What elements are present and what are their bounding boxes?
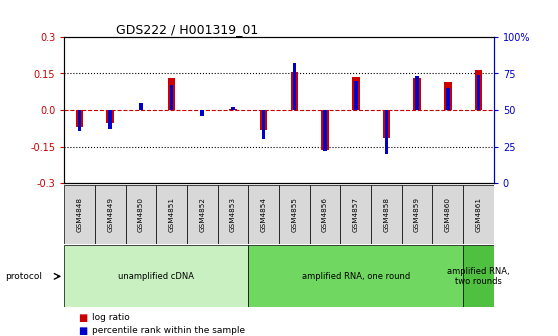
Text: GSM4849: GSM4849 [107, 197, 113, 232]
Bar [310, 185, 340, 244]
Bar [187, 185, 218, 244]
Text: GSM4850: GSM4850 [138, 197, 144, 232]
Bar [262, 110, 266, 139]
Bar [170, 85, 174, 110]
Text: amplified RNA, one round: amplified RNA, one round [302, 272, 410, 281]
Text: GSM4851: GSM4851 [169, 197, 175, 232]
Text: GSM4857: GSM4857 [353, 197, 359, 232]
Text: GSM4859: GSM4859 [414, 197, 420, 232]
Bar [108, 110, 112, 129]
Text: GSM4858: GSM4858 [383, 197, 389, 232]
Bar [279, 185, 310, 244]
Bar [475, 70, 482, 110]
Bar [200, 110, 204, 116]
Text: GSM4855: GSM4855 [291, 197, 297, 232]
Bar [291, 72, 298, 110]
Text: GDS222 / H001319_01: GDS222 / H001319_01 [116, 23, 258, 36]
Text: percentile rank within the sample: percentile rank within the sample [92, 327, 245, 335]
Bar [260, 110, 267, 129]
Text: GSM4860: GSM4860 [445, 197, 451, 232]
Bar [413, 78, 421, 110]
Bar [402, 185, 432, 244]
Text: amplified RNA,
two rounds: amplified RNA, two rounds [447, 267, 510, 286]
Text: ■: ■ [78, 326, 88, 336]
Text: GSM4861: GSM4861 [475, 197, 482, 232]
Bar [292, 63, 296, 110]
Bar [139, 103, 143, 110]
Bar [383, 110, 390, 138]
Bar [95, 185, 126, 244]
Text: GSM4854: GSM4854 [261, 197, 267, 232]
Text: unamplified cDNA: unamplified cDNA [118, 272, 194, 281]
Bar [107, 110, 114, 123]
Text: GSM4856: GSM4856 [322, 197, 328, 232]
Bar [444, 82, 451, 110]
Bar [321, 110, 329, 150]
Bar [229, 109, 237, 110]
Bar [156, 185, 187, 244]
Text: protocol: protocol [6, 272, 42, 281]
Text: GSM4852: GSM4852 [199, 197, 205, 232]
Bar [463, 245, 494, 307]
Bar [248, 185, 279, 244]
Bar [340, 185, 371, 244]
Text: GSM4853: GSM4853 [230, 197, 236, 232]
Bar [218, 185, 248, 244]
Text: log ratio: log ratio [92, 313, 130, 322]
Bar [446, 88, 450, 110]
Bar [463, 185, 494, 244]
Bar [352, 77, 359, 110]
Bar [248, 245, 463, 307]
Bar [323, 110, 327, 151]
Bar [432, 185, 463, 244]
Bar [126, 185, 156, 244]
Bar [371, 185, 402, 244]
Bar [64, 245, 248, 307]
Bar [78, 110, 81, 130]
Bar [354, 81, 358, 110]
Text: GSM4848: GSM4848 [76, 197, 83, 232]
Bar [76, 110, 83, 127]
Bar [415, 76, 419, 110]
Bar [231, 107, 235, 110]
Bar [477, 75, 480, 110]
Bar [384, 110, 388, 154]
Bar [64, 185, 95, 244]
Text: ■: ■ [78, 312, 88, 323]
Bar [168, 78, 175, 110]
